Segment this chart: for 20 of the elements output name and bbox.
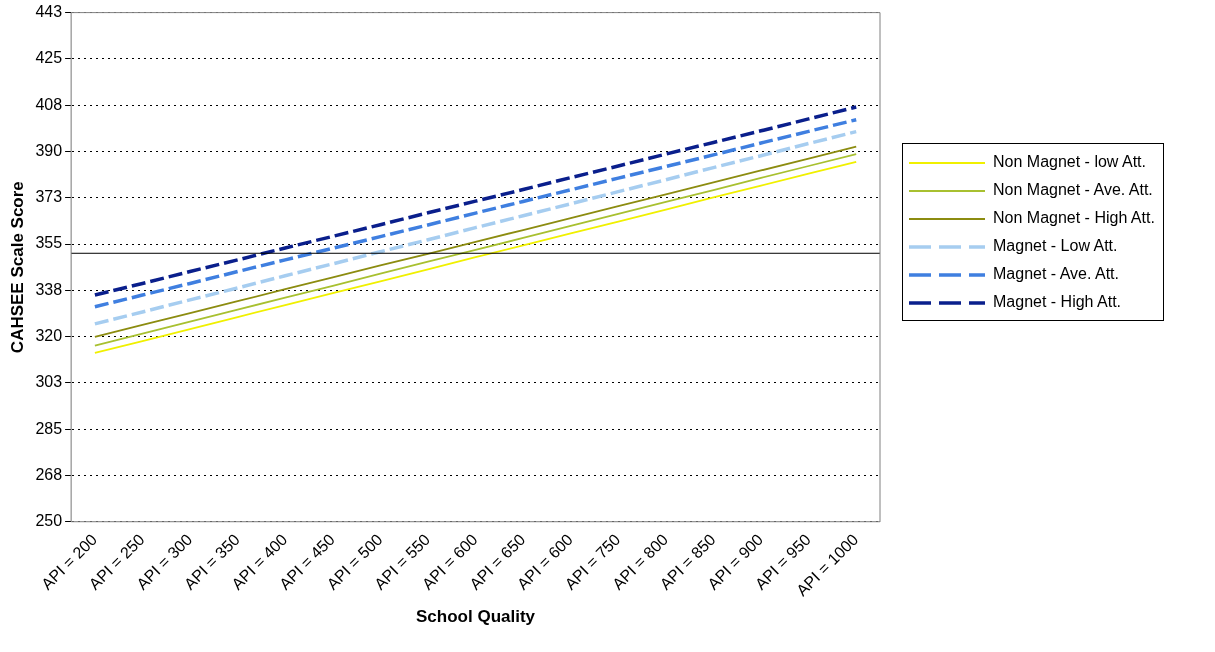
legend-label: Magnet - Ave. Att. [993,265,1119,282]
y-tick-label: 268 [35,465,63,483]
y-axis-title: CAHSEE Scale Score [7,181,27,354]
y-tick-label: 320 [35,327,63,344]
legend-label: Non Magnet - low Att. [993,153,1146,170]
y-tick-label: 285 [35,419,63,437]
y-tick-label: 250 [35,512,63,530]
y-tick-label: 390 [35,141,63,159]
y-tick-label: 443 [35,3,63,21]
legend-label: Magnet - Low Att. [993,237,1118,254]
y-tick-label: 408 [35,95,63,113]
y-tick-label: 355 [35,234,63,252]
legend-label: Magnet - High Att. [993,293,1122,310]
y-tick-label: 338 [35,280,63,298]
legend-label: Non Magnet - High Att. [993,209,1155,226]
y-tick-label: 303 [35,373,63,391]
y-tick-label: 373 [35,188,63,206]
y-tick-label: 425 [35,49,63,67]
x-axis-title: School Quality [416,607,536,627]
legend-label: Non Magnet - Ave. Att. [993,181,1153,198]
